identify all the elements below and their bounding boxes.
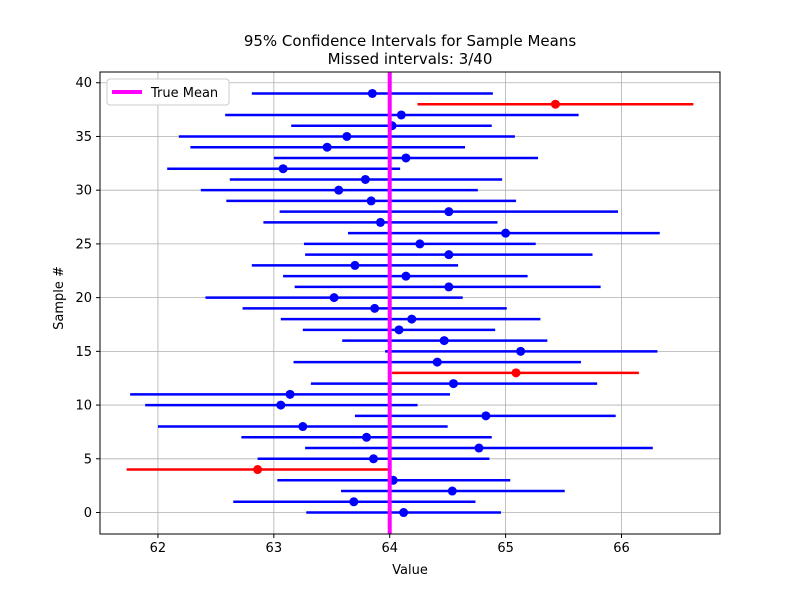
- sample-mean-point: [329, 293, 339, 303]
- sample-mean-point: [342, 131, 352, 141]
- x-tick-label: 66: [613, 541, 630, 556]
- confidence-intervals: [126, 88, 694, 518]
- y-tick-label: 40: [75, 76, 92, 91]
- chart-subtitle: Missed intervals: 3/40: [328, 50, 493, 68]
- sample-mean-point: [432, 357, 442, 367]
- legend: True Mean: [106, 78, 230, 106]
- sample-mean-point: [474, 443, 484, 453]
- x-tick-label: 64: [381, 541, 398, 556]
- sample-mean-point: [444, 282, 454, 292]
- sample-mean-point: [367, 88, 377, 98]
- plot-frame: [99, 71, 721, 535]
- sample-mean-point: [501, 228, 511, 238]
- sample-mean-point: [401, 153, 411, 163]
- legend-box: [106, 78, 230, 106]
- sample-mean-point: [481, 411, 491, 421]
- y-tick-label: 0: [84, 506, 92, 521]
- sample-mean-point: [399, 508, 409, 518]
- y-tick-label: 5: [84, 452, 92, 467]
- y-axis-label: Sample #: [52, 266, 67, 330]
- sample-mean-point: [368, 454, 378, 464]
- sample-mean-point: [511, 368, 521, 378]
- sample-mean-point: [394, 325, 404, 335]
- sample-mean-point: [278, 164, 288, 174]
- sample-mean-point: [415, 239, 425, 249]
- sample-mean-point: [516, 346, 526, 356]
- sample-mean-point: [396, 110, 406, 120]
- sample-mean-point: [375, 217, 385, 227]
- y-tick-label: 30: [75, 184, 92, 199]
- x-tick-label: 62: [150, 541, 167, 556]
- sample-mean-point: [444, 250, 454, 260]
- sample-mean-point: [407, 314, 417, 324]
- x-tick-label: 63: [266, 541, 283, 556]
- sample-mean-point: [550, 99, 560, 109]
- sample-mean-point: [334, 185, 344, 195]
- sample-mean-point: [350, 260, 360, 270]
- y-tick-label: 10: [75, 399, 92, 414]
- sample-mean-point: [285, 389, 295, 399]
- y-tick-label: 20: [75, 291, 92, 306]
- sample-mean-point: [444, 207, 454, 217]
- sample-mean-point: [366, 196, 376, 206]
- chart-title: 95% Confidence Intervals for Sample Mean…: [244, 32, 577, 50]
- sample-mean-point: [362, 432, 372, 442]
- sample-mean-point: [276, 400, 286, 410]
- y-tick-label: 15: [75, 345, 92, 360]
- sample-mean-point: [439, 336, 449, 346]
- sample-mean-point: [298, 422, 308, 432]
- x-axis-label: Value: [392, 563, 428, 578]
- legend-true-mean-label: True Mean: [150, 86, 218, 101]
- sample-mean-point: [322, 142, 332, 152]
- y-tick-label: 25: [75, 237, 92, 252]
- sample-mean-point: [448, 379, 458, 389]
- axis-ticks: 62 63 64 65 66 0 5 10 15 20 25 30 35 40: [75, 76, 629, 556]
- sample-mean-point: [401, 271, 411, 281]
- x-tick-label: 65: [497, 541, 514, 556]
- sample-mean-point: [349, 497, 359, 507]
- sample-mean-point: [370, 303, 380, 313]
- sample-mean-point: [360, 174, 370, 184]
- sample-mean-point: [447, 486, 457, 496]
- sample-mean-point: [253, 465, 263, 475]
- y-tick-label: 35: [75, 130, 92, 145]
